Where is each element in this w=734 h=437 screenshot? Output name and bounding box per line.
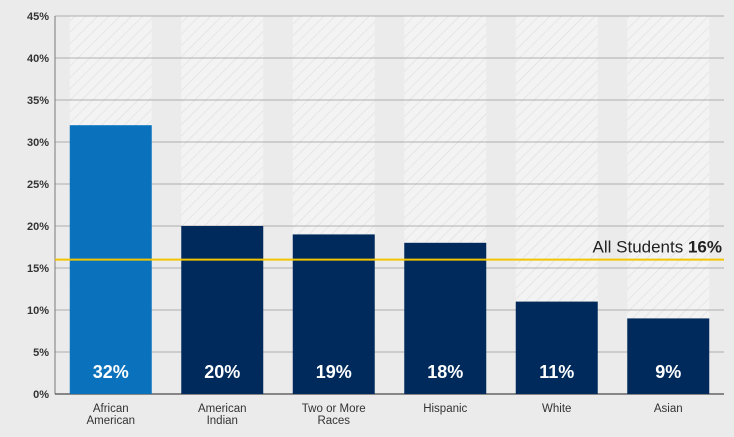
bar-value-label: 19% bbox=[316, 362, 352, 382]
y-tick-label: 35% bbox=[27, 95, 49, 107]
x-tick-label: Hispanic bbox=[423, 403, 467, 415]
bar-value-label: 11% bbox=[539, 362, 574, 382]
y-axis: 0% 5% 10% 15% 20% 25% 30% 35% 40% 45% bbox=[27, 11, 49, 401]
x-tick-label: White bbox=[542, 403, 571, 415]
x-tick-label-line: Races bbox=[317, 415, 350, 427]
y-tick-label: 25% bbox=[27, 179, 49, 191]
reference-line-label-text: All Students bbox=[593, 238, 688, 257]
bar-value-label: 20% bbox=[204, 362, 240, 382]
x-tick-label-line: White bbox=[542, 403, 571, 415]
x-tick-label: Asian bbox=[654, 403, 683, 415]
x-tick-label-line: American bbox=[86, 415, 135, 427]
bar bbox=[515, 301, 598, 394]
x-tick-label-line: Hispanic bbox=[423, 403, 467, 415]
reference-line-group: All Students 16% bbox=[55, 238, 724, 261]
bar bbox=[292, 234, 375, 394]
x-tick-label: American Indian bbox=[198, 403, 247, 427]
bar-value-label: 18% bbox=[427, 362, 463, 382]
x-tick-label: African American bbox=[86, 403, 135, 427]
bar-value-label: 9% bbox=[655, 362, 681, 382]
y-tick-label: 30% bbox=[27, 137, 49, 149]
reference-line-label: All Students 16% bbox=[593, 238, 722, 257]
y-tick-label: 5% bbox=[33, 347, 49, 359]
y-tick-label: 0% bbox=[33, 389, 49, 401]
bar bbox=[404, 242, 487, 394]
y-tick-label: 15% bbox=[27, 263, 49, 275]
bar-value-labels: 32% 20% 19% 18% 11% 9% bbox=[93, 362, 682, 382]
column-backgrounds bbox=[69, 16, 710, 394]
bar bbox=[627, 318, 710, 394]
x-tick-label-line: African bbox=[93, 403, 129, 415]
y-tick-label: 45% bbox=[27, 11, 49, 23]
y-tick-label: 20% bbox=[27, 221, 49, 233]
bar bbox=[181, 226, 264, 394]
bar-value-label: 32% bbox=[93, 362, 129, 382]
reference-line-value: 16% bbox=[688, 238, 722, 257]
y-tick-label: 10% bbox=[27, 305, 49, 317]
x-tick-label: Two or More Races bbox=[302, 403, 366, 427]
x-tick-label-line: American bbox=[198, 403, 247, 415]
x-tick-label-line: Indian bbox=[207, 415, 238, 427]
x-tick-label-line: Two or More bbox=[302, 403, 366, 415]
y-tick-label: 40% bbox=[27, 53, 49, 65]
gridlines bbox=[54, 15, 724, 395]
x-tick-label-line: Asian bbox=[654, 403, 683, 415]
